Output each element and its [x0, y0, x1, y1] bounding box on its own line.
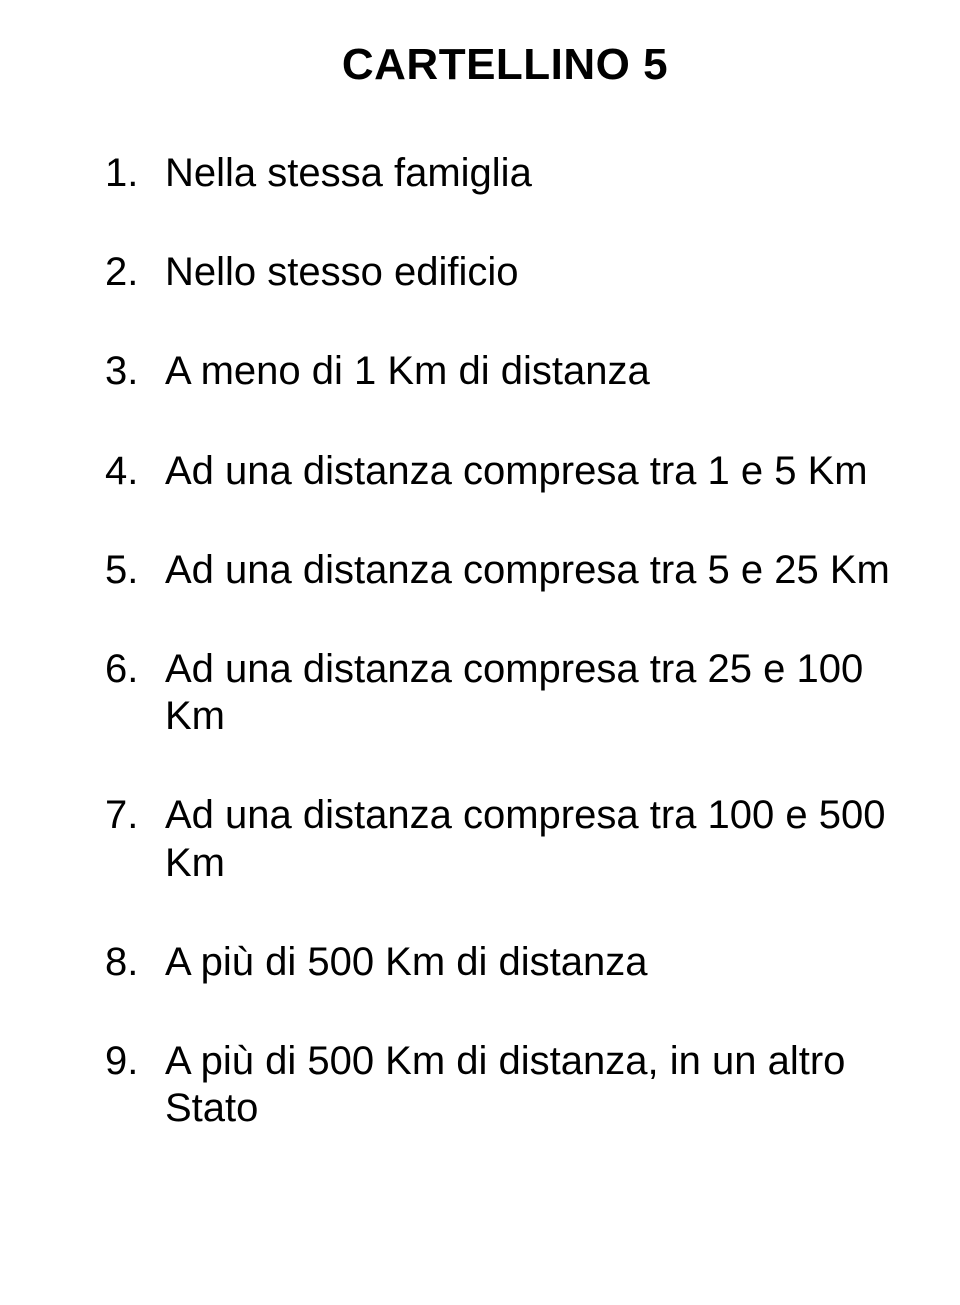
document-page: CARTELLINO 5 Nella stessa famiglia Nello… [0, 0, 960, 1305]
list-item: Ad una distanza compresa tra 1 e 5 Km [105, 448, 905, 495]
page-title: CARTELLINO 5 [105, 40, 905, 90]
list-item: Ad una distanza compresa tra 100 e 500 K… [105, 792, 905, 886]
list-item: A più di 500 Km di distanza, in un altro… [105, 1038, 905, 1132]
list-item: A meno di 1 Km di distanza [105, 348, 905, 395]
list-item: Nello stesso edificio [105, 249, 905, 296]
list-item: A più di 500 Km di distanza [105, 939, 905, 986]
list-item: Ad una distanza compresa tra 5 e 25 Km [105, 547, 905, 594]
options-list: Nella stessa famiglia Nello stesso edifi… [105, 150, 905, 1132]
list-item: Nella stessa famiglia [105, 150, 905, 197]
list-item: Ad una distanza compresa tra 25 e 100 Km [105, 646, 905, 740]
